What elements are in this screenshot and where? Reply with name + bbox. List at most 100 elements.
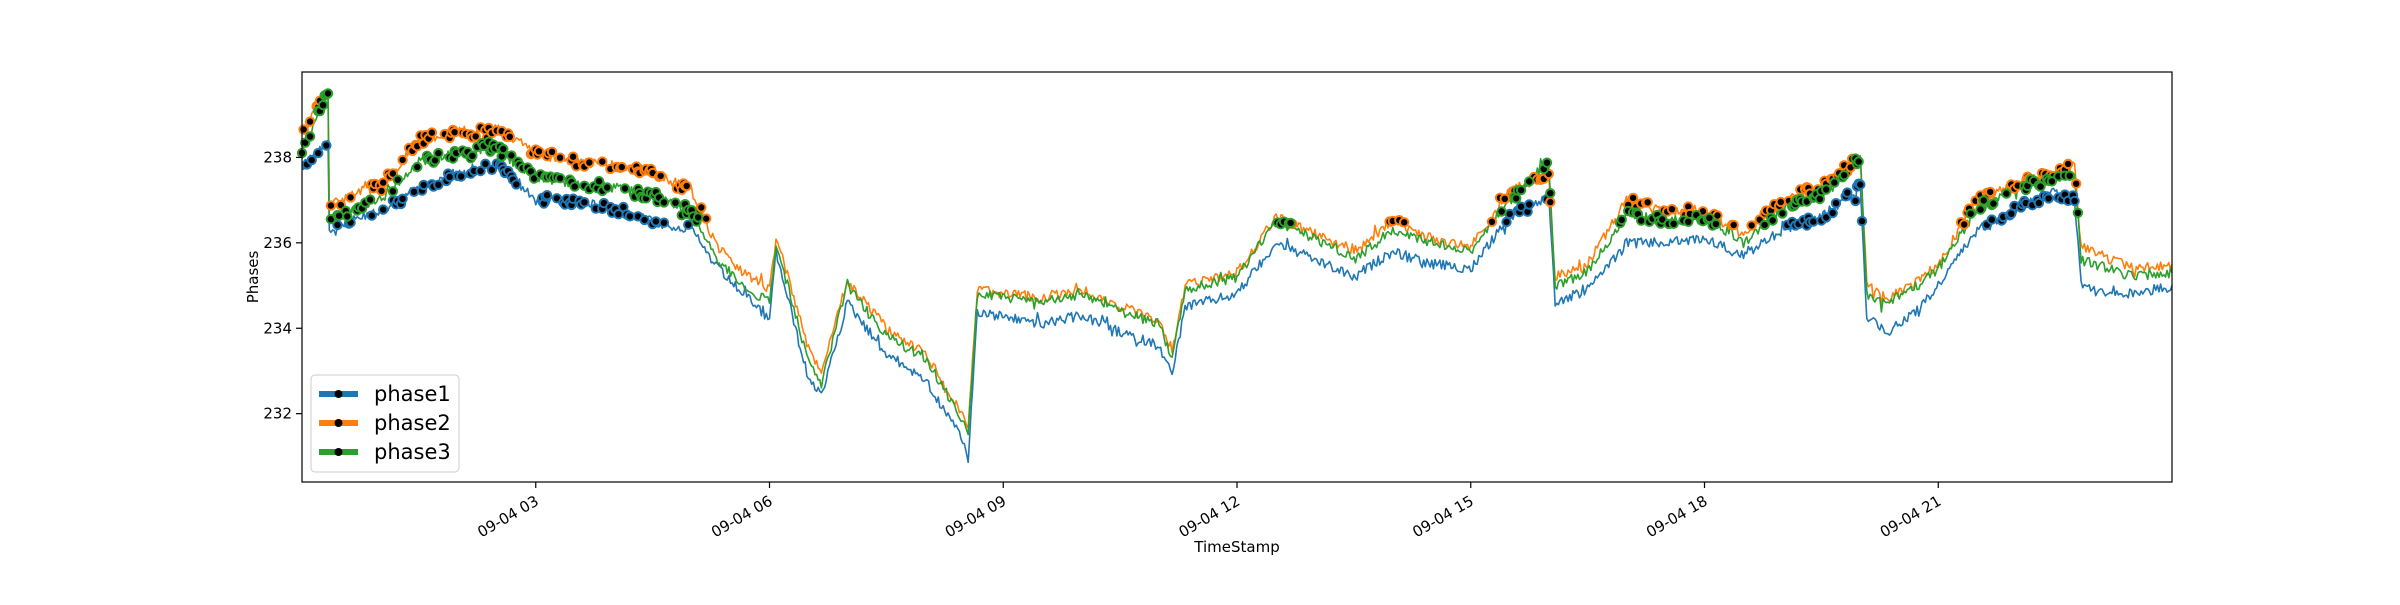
marker-phase3-136 [1777,208,1788,219]
marker-phase1-91 [1842,187,1853,198]
marker-phase2-36 [470,131,481,142]
legend-label-phase1: phase1 [374,382,451,406]
marker-phase1-88 [1827,207,1838,219]
marker-phase1-7 [366,210,377,221]
marker-phase3-132 [1710,218,1722,230]
x-tick-label-0: 09-04 03 [474,492,541,541]
marker-phase3-2 [304,131,316,142]
marker-phase3-174 [2064,170,2075,181]
marker-phase3-13 [342,211,353,222]
marker-layer [296,88,2084,231]
marker-phase3-175 [2072,207,2084,219]
marker-phase3-71 [602,182,613,193]
marker-phase1-4 [332,219,343,231]
marker-phase2-176 [2062,158,2074,170]
marker-phase1-24 [455,171,467,182]
marker-phase3-155 [1853,156,1864,167]
marker-phase3-64 [569,181,580,192]
marker-phase3-105 [1524,176,1535,187]
marker-phase1-98 [1986,214,1998,225]
marker-phase3-107 [1541,157,1553,168]
marker-phase1-3 [321,140,332,151]
marker-phase1-68 [683,219,694,230]
marker-phase1-8 [378,204,389,215]
marker-phase2-0 [298,124,309,135]
marker-phase3-104 [1515,184,1527,196]
marker-phase2-77 [655,170,666,182]
marker-phase2-51 [533,146,545,157]
x-tick-label-2: 09-04 09 [942,492,1009,541]
marker-phase3-149 [1821,184,1832,195]
marker-phase2-86 [701,213,712,224]
marker-phase1-38 [511,179,522,190]
marker-phase3-125 [1683,216,1694,228]
marker-phase3-150 [1829,177,1840,188]
marker-phase1-27 [475,165,486,177]
marker-phase2-91 [1399,217,1410,228]
marker-phase3-152 [1838,170,1850,181]
marker-phase1-66 [650,216,662,227]
y-axis: 232 234 236 238 [263,148,302,423]
marker-phase1-14 [408,186,420,198]
marker-phase2-161 [1985,186,1996,198]
marker-phase2-13 [378,177,389,188]
x-tick-label-1: 09-04 06 [708,492,775,541]
marker-phase2-57 [567,151,579,162]
marker-phase1-16 [418,179,429,191]
marker-phase3-19 [387,186,399,197]
marker-phase3-156 [1965,208,1976,219]
marker-phase3-157 [1975,204,1986,215]
marker-phase1-64 [639,214,650,226]
y-axis-label: Phases [244,251,262,304]
marker-phase1-13 [397,193,408,205]
marker-phase3-47 [498,143,509,155]
marker-phase3-8 [322,88,334,99]
marker-phase3-171 [2046,176,2058,187]
marker-phase2-83 [681,180,692,192]
marker-phase2-94 [1499,193,1511,205]
marker-phase3-86 [670,197,681,208]
marker-phase2-123 [1728,219,1739,231]
marker-phase3-20 [392,174,403,185]
marker-phase3-123 [1668,218,1679,230]
marker-phase2-31 [449,127,460,138]
marker-phase2-110 [1642,197,1653,208]
marker-phase3-102 [1511,193,1522,204]
marker-phase2-55 [554,152,566,163]
marker-phase3-161 [2001,188,2012,199]
marker-phase2-152 [1959,219,1970,230]
marker-phase1-52 [579,197,590,208]
legend-frame [310,374,460,473]
marker-phase3-100 [1496,206,1507,217]
marker-phase3-158 [1978,195,1989,206]
marker-phase1-19 [433,179,444,191]
marker-phase1-75 [1524,199,1535,210]
legend-label-phase3: phase3 [374,440,451,464]
marker-phase1-119 [2069,195,2080,207]
marker-phase3-21 [412,161,423,173]
legend: phase1 phase2 phase3 [310,374,460,473]
y-tick-label-238: 238 [263,148,292,166]
marker-phase2-17 [397,154,408,166]
marker-phase2-1 [304,116,316,127]
marker-phase2-106 [1627,192,1639,204]
marker-phase1-89 [1830,198,1842,209]
marker-phase2-104 [1545,196,1556,208]
marker-phase1-1 [306,154,317,166]
x-tick-label-4: 09-04 15 [1409,492,1476,541]
y-tick-label-234: 234 [263,319,292,337]
marker-phase1-95 [1855,179,1866,190]
x-tick-label-6: 09-04 21 [1877,492,1944,541]
x-tick-label-5: 09-04 18 [1643,492,1710,541]
marker-phase2-131 [1775,196,1787,208]
marker-phase2-5 [325,200,337,211]
marker-phase2-26 [426,127,438,138]
marker-phase2-46 [504,131,515,143]
marker-phase1-67 [658,217,670,228]
marker-phase3-99 [1285,217,1296,229]
marker-phase1-85 [1808,216,1819,227]
marker-phase1-28 [480,158,491,170]
marker-phase1-22 [444,171,455,183]
